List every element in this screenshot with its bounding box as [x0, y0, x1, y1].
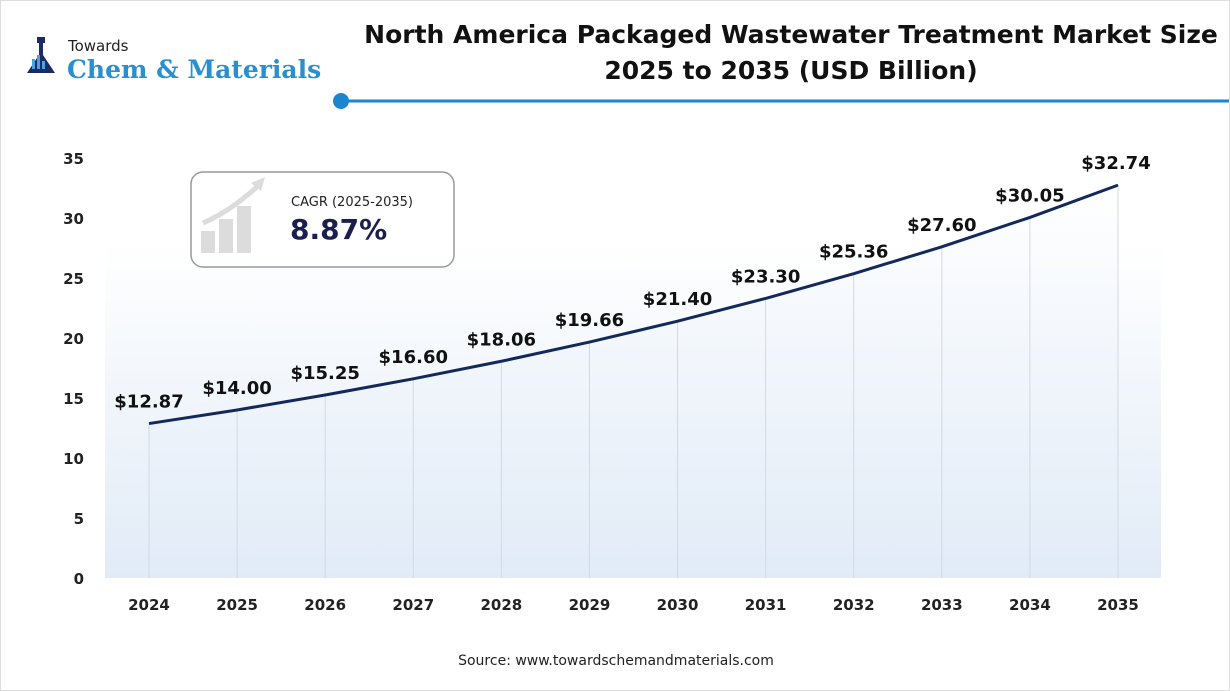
y-tick-label: 20 — [63, 330, 84, 348]
x-tick-label: 2032 — [833, 596, 875, 614]
y-tick-label: 0 — [74, 570, 84, 588]
chart-title: North America Packaged Wastewater Treatm… — [364, 20, 1218, 49]
x-tick-label: 2024 — [128, 596, 170, 614]
logo: Towards Chem & Materials — [27, 37, 321, 84]
data-label: $18.06 — [467, 329, 536, 350]
series-line — [148, 183, 1119, 426]
y-tick-label: 5 — [74, 510, 84, 528]
data-label: $19.66 — [555, 310, 624, 331]
x-tick-label: 2034 — [1009, 596, 1051, 614]
y-tick-label: 10 — [63, 450, 84, 468]
x-tick-label: 2031 — [745, 596, 787, 614]
data-label: $16.60 — [379, 347, 448, 368]
x-tick-label: 2026 — [304, 596, 346, 614]
x-tick-label: 2030 — [657, 596, 699, 614]
y-tick-label: 15 — [63, 390, 84, 408]
y-tick-label: 30 — [63, 210, 84, 228]
data-label: $14.00 — [202, 378, 271, 399]
data-label: $25.36 — [819, 242, 888, 263]
y-tick-label: 25 — [63, 270, 84, 288]
divider-dot — [333, 93, 349, 109]
data-label: $30.05 — [995, 185, 1064, 206]
x-tick-label: 2035 — [1097, 596, 1139, 614]
data-label: $15.25 — [290, 363, 359, 384]
data-label: $32.74 — [1081, 153, 1150, 174]
x-tick-label: 2027 — [392, 596, 434, 614]
area-fill — [149, 185, 1118, 578]
data-label: $23.30 — [731, 266, 800, 287]
data-label: $12.87 — [114, 392, 183, 413]
x-tick-label: 2033 — [921, 596, 963, 614]
chart-subtitle: 2025 to 2035 (USD Billion) — [604, 56, 977, 85]
logo-line2: Chem & Materials — [67, 55, 321, 84]
x-tick-label: 2029 — [569, 596, 611, 614]
source-text: Source: www.towardschemandmaterials.com — [458, 653, 774, 669]
x-tick-label: 2028 — [480, 596, 522, 614]
data-label: $21.40 — [643, 289, 712, 310]
y-tick-label: 35 — [63, 150, 84, 168]
data-label: $27.60 — [907, 215, 976, 236]
flask-icon — [27, 37, 55, 73]
x-tick-label: 2025 — [216, 596, 258, 614]
logo-line1: Towards — [67, 37, 129, 55]
cagr-value: 8.87% — [290, 213, 387, 246]
cagr-box: CAGR (2025-2035) 8.87% — [190, 171, 455, 268]
growth-chart-icon — [201, 177, 265, 253]
cagr-label: CAGR (2025-2035) — [291, 195, 413, 210]
